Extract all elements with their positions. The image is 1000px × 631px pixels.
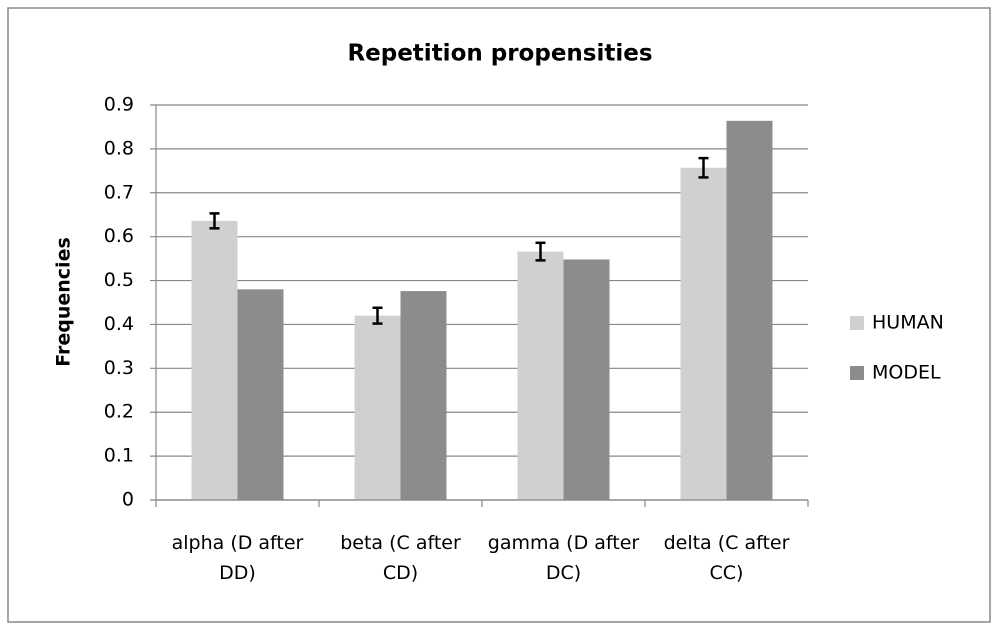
- y-tick-label: 0.1: [104, 445, 134, 467]
- y-tick-label: 0.6: [104, 225, 134, 247]
- bar: [517, 251, 564, 500]
- frame: [7, 7, 991, 623]
- x-tick-label: beta (C after CD): [340, 532, 461, 584]
- y-tick-label: 0.5: [104, 269, 134, 291]
- legend-swatch: [850, 366, 864, 380]
- chart-title: Repetition propensities: [347, 41, 652, 67]
- y-axis-label: Frequencies: [53, 237, 75, 367]
- error-bar: [372, 306, 383, 325]
- error-bar: [535, 241, 546, 262]
- legend-label: HUMAN: [872, 312, 944, 334]
- x-tick-label: alpha (D after DD): [171, 532, 304, 584]
- bar: [400, 291, 447, 500]
- error-bar: [209, 212, 220, 230]
- bar: [237, 289, 284, 500]
- bar: [726, 120, 773, 501]
- y-tick-label: 0.4: [104, 313, 134, 335]
- bar: [191, 220, 238, 500]
- x-tick-label: delta (C after CC): [663, 532, 790, 584]
- y-tick-label: 0.2: [104, 401, 134, 423]
- y-tick-label: 0.9: [104, 94, 134, 116]
- legend-swatch: [850, 316, 864, 330]
- y-tick-label: 0.3: [104, 357, 134, 379]
- y-tick-label: 0.7: [104, 181, 134, 203]
- x-tick-label: gamma (D after DC): [487, 532, 640, 584]
- bar: [680, 167, 727, 500]
- bar: [354, 315, 401, 500]
- bar: [563, 259, 610, 500]
- error-bar: [698, 156, 709, 179]
- y-tick-label: 0: [122, 489, 134, 511]
- legend-label: MODEL: [872, 362, 941, 384]
- y-tick-label: 0.8: [104, 137, 134, 159]
